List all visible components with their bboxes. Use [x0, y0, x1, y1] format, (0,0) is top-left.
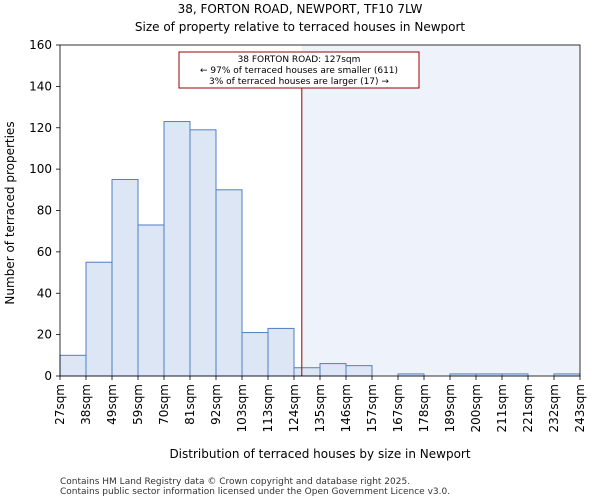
- x-tick-label: 200sqm: [469, 384, 483, 432]
- y-tick-label: 40: [37, 286, 52, 300]
- bar-27sqm: [59, 354, 87, 377]
- annotation-line-3: 3% of terraced houses are larger (17) →: [209, 77, 389, 87]
- bar-124sqm: [293, 367, 321, 377]
- x-tick-label: 167sqm: [391, 384, 405, 432]
- x-tick-label: 146sqm: [339, 384, 353, 432]
- x-tick-label: 221sqm: [521, 384, 535, 432]
- annotation-box: 38 FORTON ROAD: 127sqm ← 97% of terraced…: [178, 51, 420, 89]
- x-tick-label: 113sqm: [261, 384, 275, 432]
- footer-line-2: Contains public sector information licen…: [60, 487, 450, 497]
- x-axis-ticks: 27sqm 38sqm 49sqm 59sqm 70sqm 81sqm 92sqm 103sq…: [53, 376, 587, 432]
- x-tick-label: 189sqm: [443, 384, 457, 432]
- annotation-border: [178, 51, 420, 89]
- x-tick-label: 49sqm: [105, 384, 119, 425]
- annotation-line-2: ← 97% of terraced houses are smaller (61…: [200, 66, 398, 76]
- bar-49sqm: [111, 178, 139, 377]
- y-axis-ticks: 0 20 40 60 80 100 120 140 160: [29, 38, 60, 383]
- y-tick-label: 100: [29, 162, 52, 176]
- bar-135sqm: [319, 363, 347, 377]
- x-tick-label: 59sqm: [131, 384, 145, 425]
- x-tick-label: 232sqm: [547, 384, 561, 432]
- x-tick-label: 27sqm: [53, 384, 67, 425]
- bar-38sqm: [85, 261, 113, 377]
- bar-92sqm: [215, 189, 243, 377]
- y-tick-label: 80: [37, 204, 52, 218]
- y-tick-label: 120: [29, 121, 52, 135]
- x-tick-label: 157sqm: [365, 384, 379, 432]
- bar-103sqm: [241, 332, 269, 377]
- x-tick-label: 103sqm: [235, 384, 249, 432]
- x-tick-label: 81sqm: [183, 384, 197, 425]
- x-tick-label: 135sqm: [313, 384, 327, 432]
- annotation-line-1: 38 FORTON ROAD: 127sqm: [238, 55, 361, 65]
- bar-70sqm: [163, 121, 191, 377]
- y-tick-label: 160: [29, 38, 52, 52]
- x-tick-label: 211sqm: [495, 384, 509, 432]
- chart-title: 38, FORTON ROAD, NEWPORT, TF10 7LW: [178, 2, 423, 16]
- x-tick-label: 92sqm: [209, 384, 223, 425]
- y-tick-label: 60: [37, 245, 52, 259]
- y-tick-label: 20: [37, 328, 52, 342]
- larger-region-shading: [301, 45, 580, 376]
- bars: [59, 121, 581, 377]
- x-tick-label: 243sqm: [573, 384, 587, 432]
- bar-113sqm: [267, 327, 295, 377]
- x-axis-label: Distribution of terraced houses by size …: [169, 447, 470, 461]
- x-tick-label: 178sqm: [417, 384, 431, 432]
- bar-81sqm: [189, 129, 217, 377]
- y-tick-label: 140: [29, 79, 52, 93]
- footer-line-1: Contains HM Land Registry data © Crown c…: [60, 477, 410, 487]
- x-tick-label: 70sqm: [157, 384, 171, 425]
- bar-146sqm: [345, 365, 373, 377]
- x-tick-label: 38sqm: [79, 384, 93, 425]
- x-tick-label: 124sqm: [287, 384, 301, 432]
- chart-subtitle: Size of property relative to terraced ho…: [135, 20, 466, 34]
- y-tick-label: 0: [44, 369, 52, 383]
- bar-59sqm: [137, 224, 165, 377]
- y-axis-label: Number of terraced properties: [3, 121, 17, 304]
